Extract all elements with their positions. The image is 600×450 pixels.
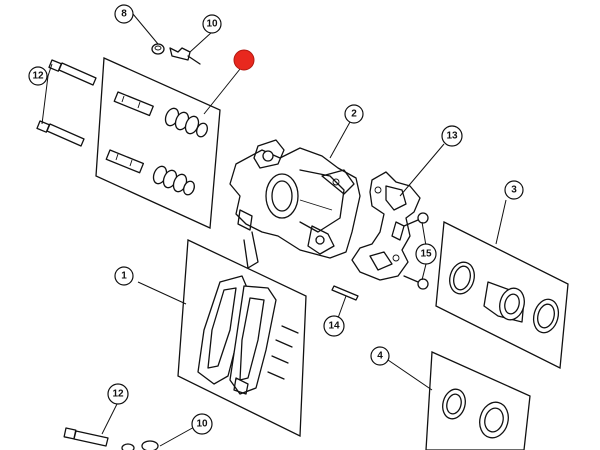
guide-pin-boot-lower <box>152 165 195 196</box>
caliper-housing <box>229 139 361 269</box>
callout-8: 12 <box>28 66 48 86</box>
callout-14: 14 <box>323 315 345 337</box>
callout-7-label: 10 <box>206 19 218 30</box>
leader-lines <box>41 13 507 447</box>
callout-2: 2 <box>344 104 364 124</box>
callout-10-label: 10 <box>196 419 208 430</box>
dust-boot <box>532 298 560 334</box>
bleeder-cap <box>151 43 165 55</box>
pad-shim-marks <box>267 325 299 380</box>
guide-pin-lower <box>105 149 145 174</box>
bracket-bolt-upper <box>403 212 429 227</box>
caliper-piston <box>483 281 525 323</box>
bracket-bolt-lower <box>403 275 429 290</box>
callout-2-label: 2 <box>351 109 357 120</box>
callout-12: 12 <box>107 383 129 405</box>
callout-1-label: 1 <box>121 271 127 282</box>
callout-15: 15 <box>415 243 437 265</box>
highlight-marker <box>233 49 255 71</box>
brake-pad-inner <box>197 275 249 385</box>
callout-6-label: 8 <box>121 9 127 20</box>
piston-seal-kit-panel <box>435 220 569 370</box>
caliper-mounting-bolt-lower <box>36 120 85 147</box>
brake-pad-kit-panel <box>177 239 307 438</box>
seal-kit-panel <box>425 351 531 450</box>
guide-pin-boot-upper <box>164 107 208 138</box>
bleeder-screw <box>169 47 201 65</box>
piston-seal <box>449 261 475 295</box>
brake-pad-outer <box>229 285 277 395</box>
callout-10: 10 <box>191 413 213 435</box>
callout-8-label: 12 <box>32 71 44 82</box>
guide-pin-upper <box>113 91 154 117</box>
callout-15-label: 15 <box>420 249 432 260</box>
seal-ring-large <box>479 401 509 439</box>
callout-13: 13 <box>441 125 463 147</box>
caliper-mounting-bolt-upper <box>48 59 97 86</box>
seal-ring-small <box>442 388 466 420</box>
callout-13-label: 13 <box>446 131 458 142</box>
callout-6: 8 <box>114 4 134 24</box>
callout-4: 4 <box>370 346 390 366</box>
guide-pin-kit-panel <box>95 57 221 229</box>
callout-14-label: 14 <box>328 321 340 332</box>
anti-rattle-clip <box>331 285 359 301</box>
callout-4-label: 4 <box>377 351 383 362</box>
callout-3-label: 3 <box>511 185 517 196</box>
callout-3: 3 <box>504 180 524 200</box>
callout-12-label: 12 <box>112 389 124 400</box>
callout-7: 10 <box>202 14 222 34</box>
bottom-bolt <box>63 427 109 447</box>
caliper-adapter-bracket <box>351 171 421 281</box>
callout-1: 1 <box>114 266 134 286</box>
bottom-fitting <box>121 440 159 450</box>
